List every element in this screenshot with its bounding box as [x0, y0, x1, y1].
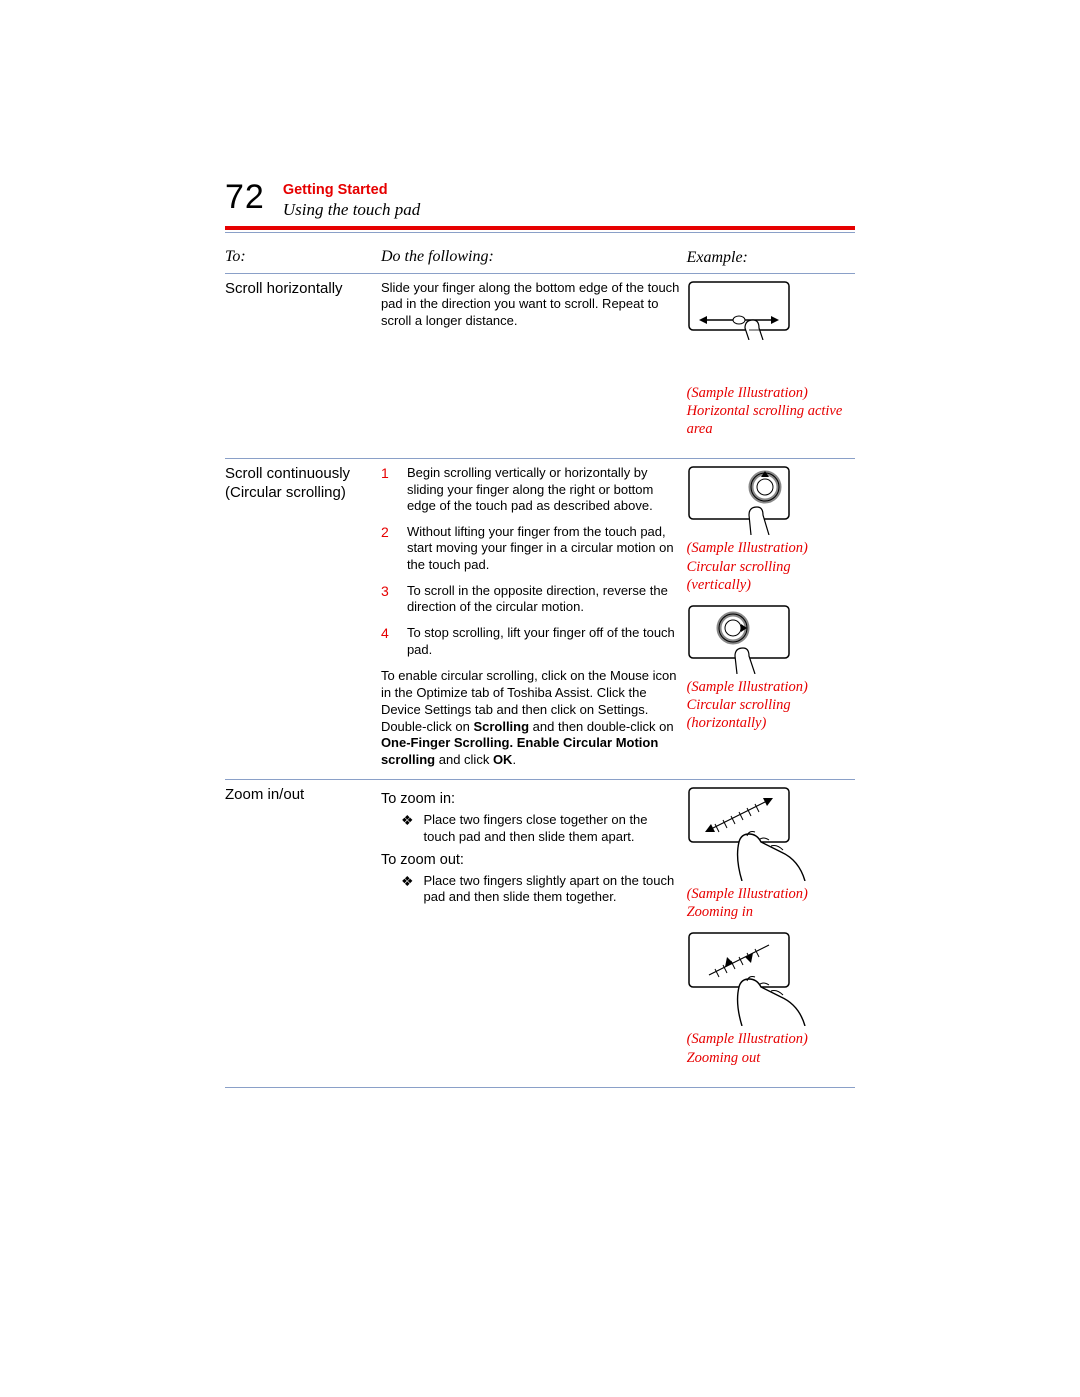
note-text: .: [512, 752, 516, 767]
illustration-circular-vertical: [687, 465, 807, 535]
table-header-row: To: Do the following: Example:: [225, 243, 855, 274]
diamond-bullet-icon: ❖: [401, 813, 414, 845]
cell-to: Scroll horizontally: [225, 274, 381, 459]
header-titles: Getting Started Using the touch pad: [283, 180, 420, 220]
page-header: 72 Getting Started Using the touch pad: [225, 180, 855, 220]
caption-label: (Sample Illustration): [687, 385, 808, 401]
illustration-caption: (Sample Illustration) Circular scrolling…: [687, 678, 849, 732]
caption-label: (Sample Illustration): [687, 679, 808, 695]
bullet-row: ❖ Place two fingers slightly apart on th…: [401, 873, 681, 906]
illustration-zoom-out: [687, 931, 807, 1026]
illustration-zoom-in: [687, 786, 807, 881]
caption-text: Zooming out: [687, 1050, 761, 1066]
touchpad-zoom-in-icon: [687, 786, 817, 881]
table-row: Scroll continuously (Circular scrolling)…: [225, 459, 855, 780]
touchpad-hscroll-icon: [687, 280, 807, 340]
caption-label: (Sample Illustration): [687, 540, 808, 556]
col-header-example: Example:: [687, 243, 855, 274]
illustration-horizontal-scroll: [687, 280, 807, 340]
label-line: (Circular scrolling): [225, 484, 346, 501]
header-rule-thin: [225, 232, 855, 233]
caption-label: (Sample Illustration): [687, 886, 808, 902]
bullet-text: Place two fingers slightly apart on the …: [424, 873, 681, 906]
table-row: Scroll horizontally Slide your finger al…: [225, 274, 855, 459]
note-bold: OK: [493, 752, 513, 767]
step-row: 4 To stop scrolling, lift your finger of…: [381, 625, 681, 658]
step-text: Without lifting your finger from the tou…: [407, 524, 681, 573]
illustration-caption: (Sample Illustration) Zooming in: [687, 885, 849, 921]
step-number: 1: [381, 465, 393, 514]
touchpad-circ-v-icon: [687, 465, 807, 535]
document-page: 72 Getting Started Using the touch pad T…: [0, 0, 1080, 1088]
touchpad-circ-h-icon: [687, 604, 807, 674]
cell-example: (Sample Illustration) Circular scrolling…: [687, 459, 855, 780]
cell-do: To zoom in: ❖ Place two fingers close to…: [381, 780, 687, 1088]
illustration-caption: (Sample Illustration) Horizontal scrolli…: [687, 384, 849, 438]
step-text: To stop scrolling, lift your finger off …: [407, 625, 681, 658]
cell-example: (Sample Illustration) Horizontal scrolli…: [687, 274, 855, 459]
header-rule-thick: [225, 226, 855, 230]
caption-text: Horizontal scrolling active area: [687, 403, 843, 437]
enable-note: To enable circular scrolling, click on t…: [381, 668, 681, 769]
step-number: 4: [381, 625, 393, 658]
label-line: Scroll continuously: [225, 465, 350, 482]
step-row: 3 To scroll in the opposite direction, r…: [381, 583, 681, 616]
illustration-caption: (Sample Illustration) Zooming out: [687, 1030, 849, 1066]
illustration-caption: (Sample Illustration) Circular scrolling…: [687, 539, 849, 593]
step-number: 2: [381, 524, 393, 573]
note-text: and click: [435, 752, 493, 767]
page-number: 72: [225, 180, 265, 214]
section-title: Using the touch pad: [283, 200, 420, 220]
zoom-in-heading: To zoom in:: [381, 790, 681, 808]
chapter-title: Getting Started: [283, 182, 420, 198]
col-header-to: To:: [225, 243, 381, 274]
note-text: and then double-click on: [529, 719, 674, 734]
zoom-out-heading: To zoom out:: [381, 851, 681, 869]
illustration-circular-horizontal: [687, 604, 807, 674]
caption-text: Zooming in: [687, 904, 753, 920]
caption-text: Circular scrolling (vertically): [687, 559, 791, 593]
bullet-row: ❖ Place two fingers close together on th…: [401, 812, 681, 845]
cell-example: (Sample Illustration) Zooming in: [687, 780, 855, 1088]
note-bold: Scrolling: [473, 719, 529, 734]
bullet-text: Place two fingers close together on the …: [424, 812, 681, 845]
caption-text: Circular scrolling (horizontally): [687, 697, 791, 731]
cell-do: Slide your finger along the bottom edge …: [381, 274, 687, 459]
table-row: Zoom in/out To zoom in: ❖ Place two fing…: [225, 780, 855, 1088]
diamond-bullet-icon: ❖: [401, 874, 414, 906]
cell-to: Scroll continuously (Circular scrolling): [225, 459, 381, 780]
cell-to: Zoom in/out: [225, 780, 381, 1088]
step-row: 1 Begin scrolling vertically or horizont…: [381, 465, 681, 514]
step-number: 3: [381, 583, 393, 616]
gesture-table: To: Do the following: Example: Scroll ho…: [225, 243, 855, 1088]
caption-label: (Sample Illustration): [687, 1031, 808, 1047]
cell-do: 1 Begin scrolling vertically or horizont…: [381, 459, 687, 780]
step-row: 2 Without lifting your finger from the t…: [381, 524, 681, 573]
step-text: Begin scrolling vertically or horizontal…: [407, 465, 681, 514]
step-text: To scroll in the opposite direction, rev…: [407, 583, 681, 616]
touchpad-zoom-out-icon: [687, 931, 817, 1026]
note-bold: One-Finger Scrolling. Enable Circular Mo…: [381, 735, 658, 767]
col-header-do: Do the following:: [381, 243, 687, 274]
